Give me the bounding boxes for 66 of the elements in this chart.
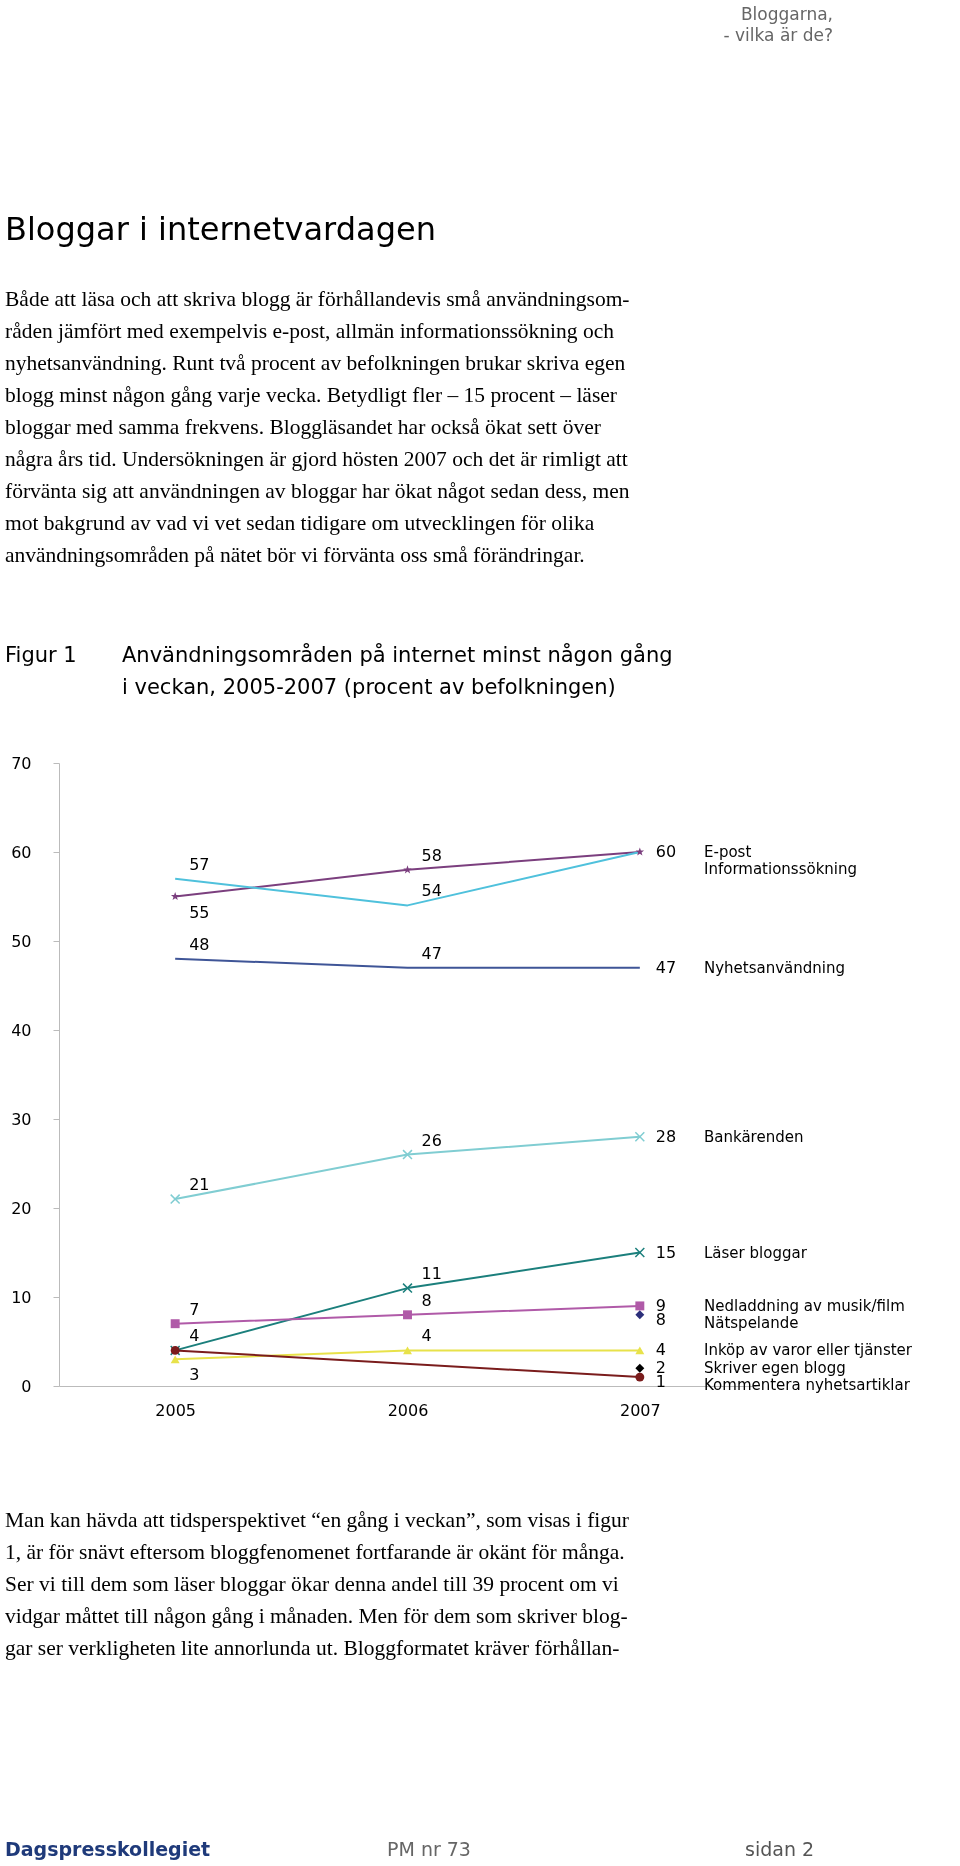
text: Man kan hävda att tidsperspektivet “en gång i veckan”, som visas i figur 1, är för snävt eftersom bloggfenomenet fortfarande är okänt för många. Ser vi till dem som läser bloggar ökar denna andel till 39 procent om vi vidgar måttet till någon gång i månaden. Men för dem som skriver blog- gar ser verkligheten lite annorlunda ut. Bloggformatet kräver förhållan- xyxy=(5,1508,629,1660)
text: Nyhetsanvändning xyxy=(704,958,846,977)
x-tick-label: 2006 xyxy=(387,1400,429,1420)
point xyxy=(634,1247,646,1258)
data-label: 58 xyxy=(421,845,442,865)
y-tick-label: 70 xyxy=(11,753,32,773)
text: sidan 2 xyxy=(745,1838,815,1860)
text: Bloggar i internetvardagen xyxy=(5,210,436,248)
y-tick-label: 10 xyxy=(11,1287,32,1307)
y-tick-label: 20 xyxy=(11,1198,32,1218)
text: Skriver egen blogg xyxy=(704,1359,846,1378)
x-tick-label: 2005 xyxy=(155,1400,197,1420)
point xyxy=(402,1149,413,1160)
text: Nätspelande xyxy=(704,1313,799,1332)
data-label: 57 xyxy=(189,854,210,874)
data-label: 21 xyxy=(189,1175,210,1195)
text: Bloggarna, - vilka är de? xyxy=(723,4,833,45)
y-tick-label: 60 xyxy=(11,842,32,862)
point xyxy=(170,892,180,901)
point xyxy=(635,1346,645,1355)
data-label: 55 xyxy=(189,902,210,922)
text: Figur 1 xyxy=(5,643,77,667)
text: Informationssökning xyxy=(704,860,858,878)
point xyxy=(170,1355,180,1364)
data-label: 54 xyxy=(421,881,442,901)
point xyxy=(634,1131,646,1143)
data-label: 48 xyxy=(189,934,210,954)
point xyxy=(402,1282,413,1294)
text: Kommentera nyhetsartiklar xyxy=(704,1376,911,1395)
text: Bankärenden xyxy=(704,1127,804,1146)
data-label: 15 xyxy=(655,1242,677,1262)
y-tick-label: 50 xyxy=(11,931,32,951)
data-label: 28 xyxy=(655,1126,677,1146)
point xyxy=(635,847,645,856)
y-tick-label: 0 xyxy=(21,1376,32,1396)
data-label: 4 xyxy=(421,1326,432,1346)
point xyxy=(403,1310,412,1320)
point xyxy=(170,1319,180,1329)
text: Läser bloggar xyxy=(704,1243,808,1262)
data-label: 60 xyxy=(655,842,677,861)
data-label: 11 xyxy=(421,1264,442,1284)
point xyxy=(169,1193,181,1205)
text: PM nr 73 xyxy=(387,1838,471,1860)
data-label: 7 xyxy=(189,1299,200,1319)
text: E-post xyxy=(704,843,752,861)
x-tick-label: 2007 xyxy=(619,1400,661,1420)
data-label: 4 xyxy=(655,1340,667,1360)
y-tick-label: 30 xyxy=(11,1109,32,1129)
point xyxy=(403,1346,412,1355)
data-label: 26 xyxy=(421,1130,442,1150)
data-label: 47 xyxy=(655,957,677,977)
data-label: 8 xyxy=(421,1290,432,1310)
point xyxy=(635,1372,645,1382)
data-label: 47 xyxy=(421,943,442,963)
data-label: 3 xyxy=(189,1365,200,1385)
text: Nedladdning av musik/film xyxy=(704,1296,905,1315)
data-label: 4 xyxy=(189,1326,200,1346)
chart-title: Användningsområden på internet minst någon gång i veckan, 2005-2007 (procent av befolkningen) xyxy=(122,642,673,699)
point xyxy=(635,1363,645,1373)
point xyxy=(635,1310,645,1320)
text: Dagspresskollegiet xyxy=(5,1838,211,1860)
y-tick-label: 40 xyxy=(11,1020,32,1040)
point xyxy=(403,865,412,874)
point xyxy=(635,1301,645,1311)
text: Både att läsa och att skriva blogg är förhållandevis små användningsom- råden jämfört med exempelvis e-post, allmän informationssökning och nyhetsanvändning. Runt två procent av befolkningen brukar skriva egen blogg minst någon gång varje vecka. Betydligt fler – 15 procent – läser bloggar med samma frekvens. Bloggläsandet har också ökat sett över några års tid. Undersökningen är gjord hösten 2007 och det är rimligt att förvänta sig att användningen av bloggar har ökat något sedan dess, men mot bakgrund av vad vi vet sedan tidigare om utvecklingen för olika användningsområden på nätet bör vi förvänta oss små förändringar. xyxy=(5,287,630,567)
text: Inköp av varor eller tjänster xyxy=(704,1341,913,1360)
